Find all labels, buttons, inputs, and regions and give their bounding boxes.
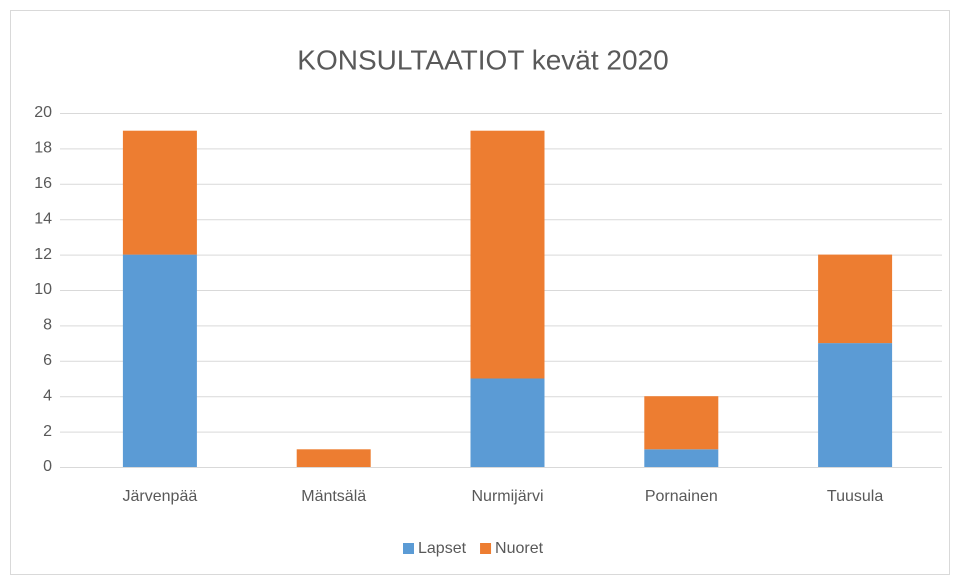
- legend-swatch: [480, 543, 492, 554]
- legend-label: Nuoret: [495, 540, 544, 557]
- y-tick-label: 8: [43, 317, 52, 334]
- x-tick-label: Pornainen: [645, 488, 718, 505]
- x-tick-label: Mäntsälä: [301, 488, 366, 505]
- bar-segment: [644, 396, 719, 450]
- y-tick-label: 4: [43, 387, 52, 404]
- x-tick-label: Nurmijärvi: [472, 488, 544, 505]
- y-tick-label: 12: [34, 246, 52, 263]
- y-tick-label: 2: [43, 423, 52, 440]
- bar-segment: [122, 130, 197, 255]
- x-tick-label: Järvenpää: [123, 488, 198, 505]
- legend-swatch: [403, 543, 414, 554]
- chart-title: KONSULTAATIOT kevät 2020: [297, 44, 668, 75]
- bar-segment: [818, 343, 893, 467]
- y-tick-label: 10: [34, 281, 52, 298]
- y-tick-label: 18: [34, 140, 52, 157]
- bar-segment: [122, 254, 197, 467]
- bar-segment: [470, 130, 545, 379]
- y-tick-label: 20: [34, 104, 52, 121]
- bar-segment: [470, 378, 545, 467]
- y-tick-label: 16: [34, 175, 52, 192]
- y-tick-label: 6: [43, 352, 52, 369]
- x-tick-label: Tuusula: [827, 488, 883, 505]
- bar-segment: [818, 254, 893, 344]
- legend-label: Lapset: [418, 540, 467, 557]
- bar-segment: [296, 449, 371, 467]
- y-tick-label: 14: [34, 210, 52, 227]
- y-tick-label: 0: [43, 458, 52, 475]
- bar-segment: [644, 449, 719, 467]
